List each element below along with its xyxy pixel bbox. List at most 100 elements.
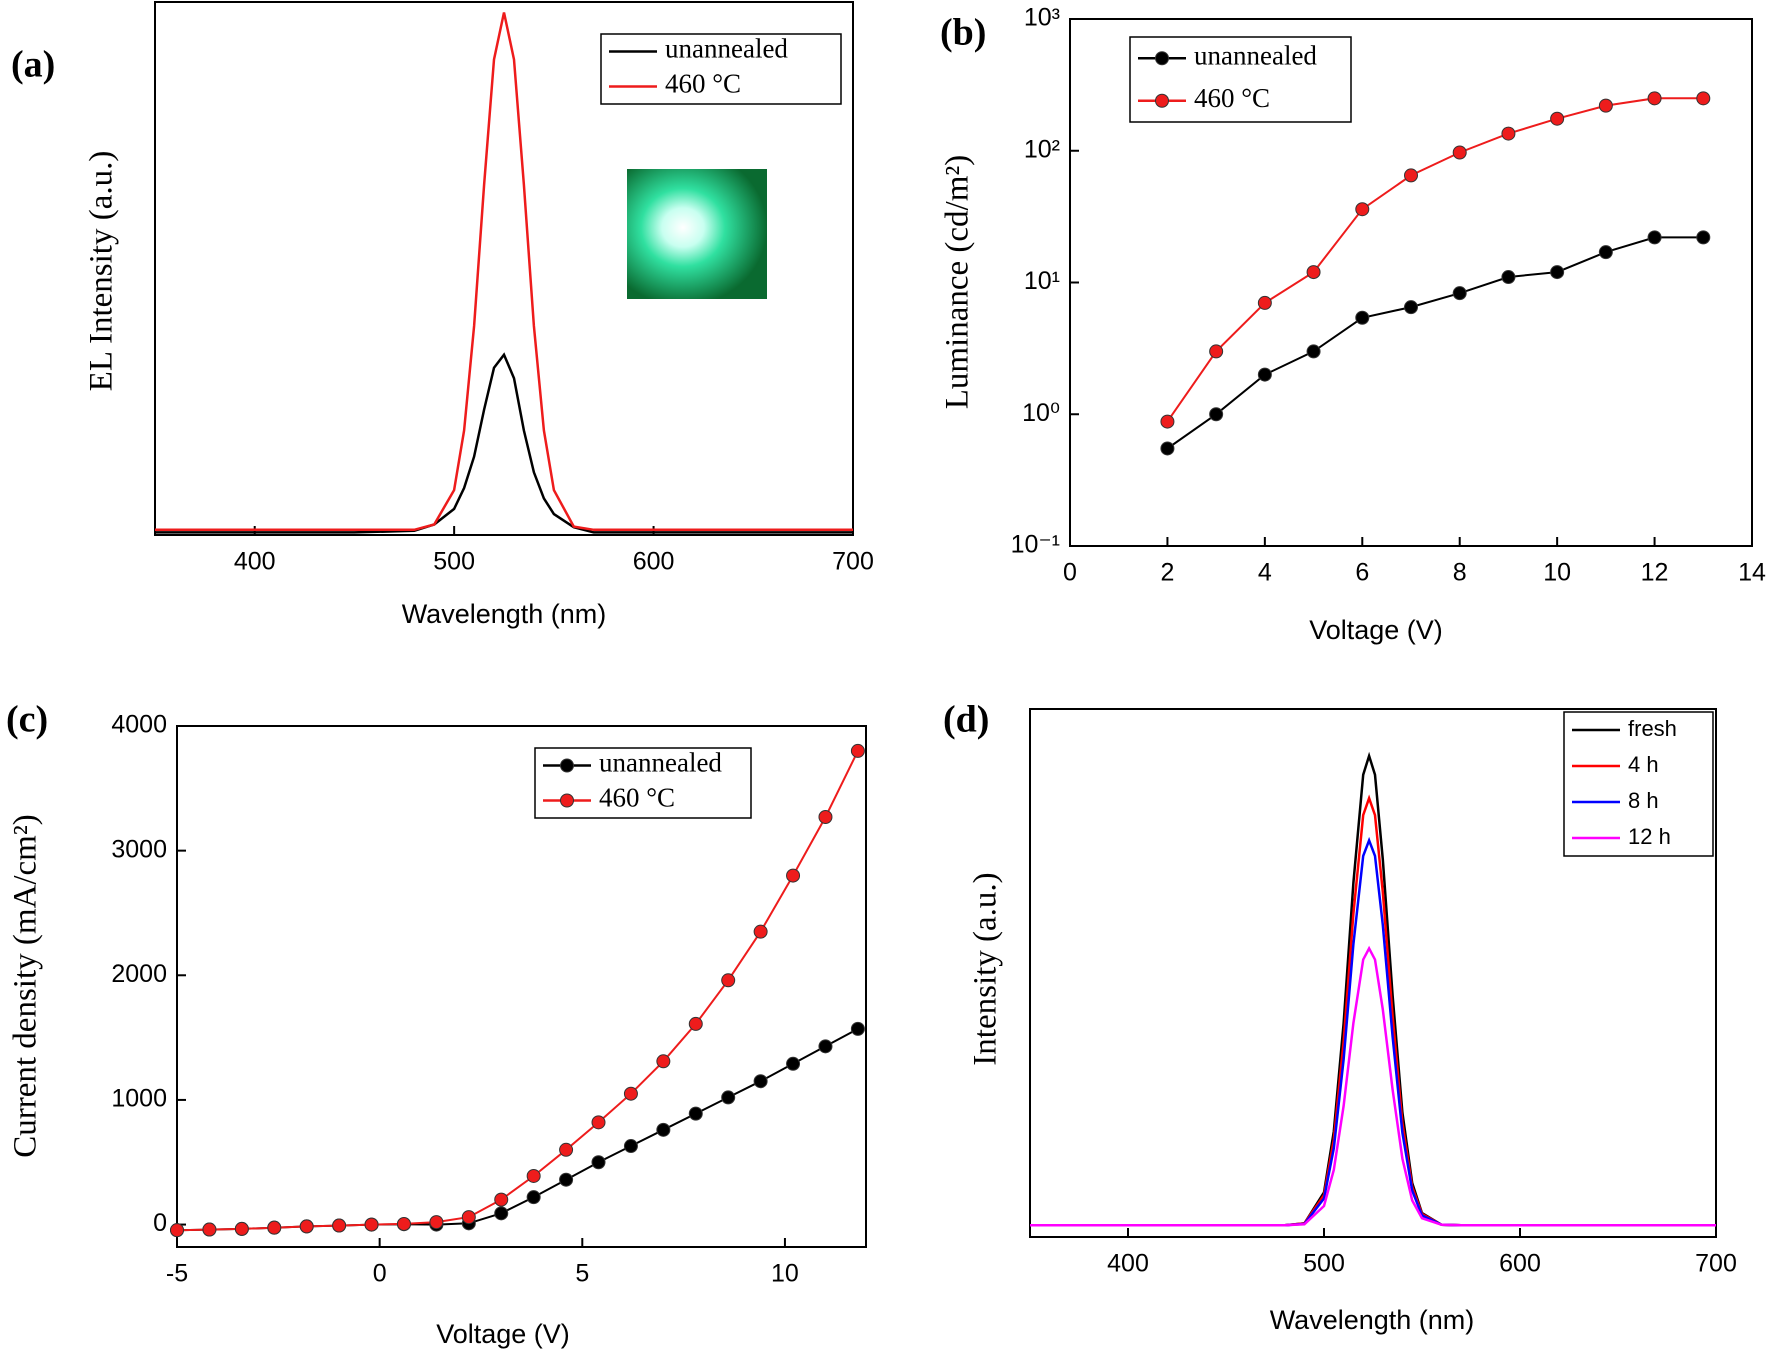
y-tick-label: 1000	[111, 1085, 167, 1113]
x-tick-label: 6	[1355, 559, 1369, 587]
point	[202, 1222, 217, 1237]
legend-label: fresh	[1628, 716, 1677, 741]
series-line	[155, 352, 853, 534]
point	[818, 1039, 833, 1054]
legend-box	[534, 747, 752, 819]
point	[591, 1115, 606, 1130]
point	[1550, 265, 1565, 280]
y-tick-label: 2000	[111, 960, 167, 988]
x-tick-label: 600	[1499, 1250, 1541, 1278]
point	[461, 1210, 476, 1225]
series-line	[176, 750, 859, 1232]
x-tick-label: 14	[1738, 559, 1766, 587]
y-axis-label: Luminance (cd/m²)	[940, 155, 976, 410]
series-line	[1166, 236, 1704, 450]
point	[1355, 202, 1370, 217]
point	[559, 1142, 574, 1157]
point	[526, 1168, 541, 1183]
x-tick-label: 0	[373, 1260, 387, 1288]
point	[170, 1223, 184, 1238]
point	[1598, 98, 1613, 113]
point	[1257, 367, 1272, 382]
point	[1404, 168, 1418, 183]
point	[267, 1220, 282, 1235]
point	[1647, 230, 1662, 245]
point	[1647, 91, 1662, 106]
x-tick-label: 400	[234, 548, 276, 576]
plot-frame	[154, 1, 854, 536]
legend-box	[1563, 711, 1714, 857]
series-line	[176, 1028, 859, 1232]
point	[1160, 414, 1175, 429]
point	[364, 1217, 379, 1232]
y-tick-label: 10⁰	[1022, 399, 1060, 427]
panel-label: (a)	[11, 44, 55, 86]
legend-label: 4 h	[1628, 752, 1659, 777]
point	[396, 1216, 411, 1231]
x-tick-label: 8	[1453, 559, 1467, 587]
legend-marker	[560, 793, 574, 808]
x-tick-label: 4	[1258, 559, 1272, 587]
legend-label: unannealed	[665, 34, 788, 64]
series-line	[1030, 945, 1716, 1227]
point	[656, 1122, 671, 1137]
point	[850, 743, 865, 758]
y-axis-label: EL Intensity (a.u.)	[84, 151, 120, 392]
point	[1209, 344, 1224, 359]
point	[1550, 111, 1565, 126]
x-axis-label: Wavelength (nm)	[1270, 1305, 1475, 1335]
y-tick-label: 0	[153, 1209, 167, 1237]
point	[1452, 145, 1467, 160]
series-line	[1030, 836, 1716, 1227]
series-line	[1166, 97, 1704, 423]
y-axis-label: Intensity (a.u.)	[968, 872, 1004, 1065]
x-axis-label: Voltage (V)	[1309, 615, 1443, 645]
point	[721, 1090, 736, 1105]
panel-label: (c)	[6, 699, 48, 741]
point	[850, 1021, 865, 1036]
y-axis-label: Current density (mA/cm²)	[8, 814, 44, 1158]
point	[1355, 310, 1370, 325]
x-tick-label: 700	[1695, 1250, 1737, 1278]
point	[591, 1155, 606, 1170]
series-line	[1030, 794, 1716, 1227]
plot-frame	[176, 725, 867, 1248]
point	[234, 1221, 249, 1236]
point	[1404, 300, 1418, 315]
point	[494, 1206, 509, 1221]
x-tick-label: 700	[832, 548, 874, 576]
y-tick-label: 4000	[111, 711, 167, 739]
legend-box	[1129, 36, 1352, 123]
x-tick-label: 10	[1543, 559, 1571, 587]
point	[688, 1106, 703, 1121]
x-axis-label: Voltage (V)	[436, 1319, 570, 1349]
y-tick-label: 3000	[111, 835, 167, 863]
legend-label: 460 °C	[599, 783, 675, 813]
legend-marker	[1155, 93, 1169, 108]
point	[1501, 270, 1516, 285]
plot-frame	[1029, 708, 1717, 1238]
point	[623, 1086, 638, 1101]
point	[526, 1190, 541, 1205]
legend-label: 8 h	[1628, 788, 1659, 813]
y-tick-label: 10²	[1024, 135, 1060, 163]
x-tick-label: -5	[166, 1260, 188, 1288]
legend-marker	[1155, 51, 1169, 66]
point	[818, 809, 833, 824]
x-tick-label: 5	[575, 1260, 589, 1288]
device-photo	[627, 169, 767, 299]
panel-label: (b)	[940, 12, 986, 54]
x-tick-label: 400	[1107, 1250, 1149, 1278]
point	[1696, 230, 1711, 245]
point	[1209, 407, 1224, 422]
legend-label: unannealed	[1194, 40, 1317, 70]
y-tick-label: 10⁻¹	[1011, 531, 1060, 559]
point	[753, 924, 768, 939]
x-axis-label: Wavelength (nm)	[402, 599, 607, 629]
point	[559, 1172, 574, 1187]
x-tick-label: 2	[1160, 559, 1174, 587]
legend-label: 12 h	[1628, 824, 1671, 849]
x-tick-label: 500	[433, 548, 475, 576]
legend-label: 460 °C	[665, 69, 741, 99]
point	[299, 1219, 314, 1234]
